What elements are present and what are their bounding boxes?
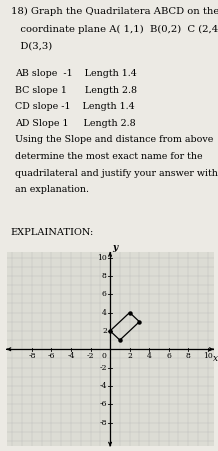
Text: 10: 10 — [97, 253, 107, 262]
Text: y: y — [112, 244, 118, 253]
Text: coordinate plane A( 1,1)  B(0,2)  C (2,4): coordinate plane A( 1,1) B(0,2) C (2,4) — [11, 24, 218, 33]
Text: 2: 2 — [127, 352, 132, 360]
Text: quadrilateral and justify your answer with: quadrilateral and justify your answer wi… — [15, 169, 218, 178]
Text: -4: -4 — [67, 352, 75, 360]
Text: BC slope 1      Length 2.8: BC slope 1 Length 2.8 — [15, 86, 137, 95]
Text: an explanation.: an explanation. — [15, 185, 89, 194]
Text: -4: -4 — [99, 382, 107, 390]
Text: -6: -6 — [48, 352, 55, 360]
Text: -6: -6 — [99, 400, 107, 408]
Text: 10: 10 — [203, 352, 213, 360]
Text: -2: -2 — [87, 352, 94, 360]
Text: 6: 6 — [166, 352, 171, 360]
Text: 0: 0 — [102, 352, 107, 360]
Text: -8: -8 — [99, 419, 107, 427]
Text: -2: -2 — [99, 364, 107, 372]
Text: EXPLAINATION:: EXPLAINATION: — [11, 228, 94, 237]
Text: 8: 8 — [186, 352, 191, 360]
Text: Using the Slope and distance from above: Using the Slope and distance from above — [15, 135, 213, 144]
Text: AB slope  -1    Length 1.4: AB slope -1 Length 1.4 — [15, 69, 136, 78]
Text: 4: 4 — [147, 352, 152, 360]
Text: -8: -8 — [28, 352, 36, 360]
Text: 6: 6 — [102, 290, 107, 298]
Text: 4: 4 — [102, 308, 107, 317]
Text: CD slope -1    Length 1.4: CD slope -1 Length 1.4 — [15, 102, 135, 111]
Text: 8: 8 — [102, 272, 107, 280]
Text: determine the most exact name for the: determine the most exact name for the — [15, 152, 203, 161]
Text: D(3,3): D(3,3) — [11, 42, 52, 51]
Text: 18) Graph the Quadrilatera ABCD on the: 18) Graph the Quadrilatera ABCD on the — [11, 7, 218, 16]
Text: x: x — [213, 354, 218, 364]
Text: AD Slope 1     Length 2.8: AD Slope 1 Length 2.8 — [15, 119, 135, 128]
Text: 2: 2 — [102, 327, 107, 335]
